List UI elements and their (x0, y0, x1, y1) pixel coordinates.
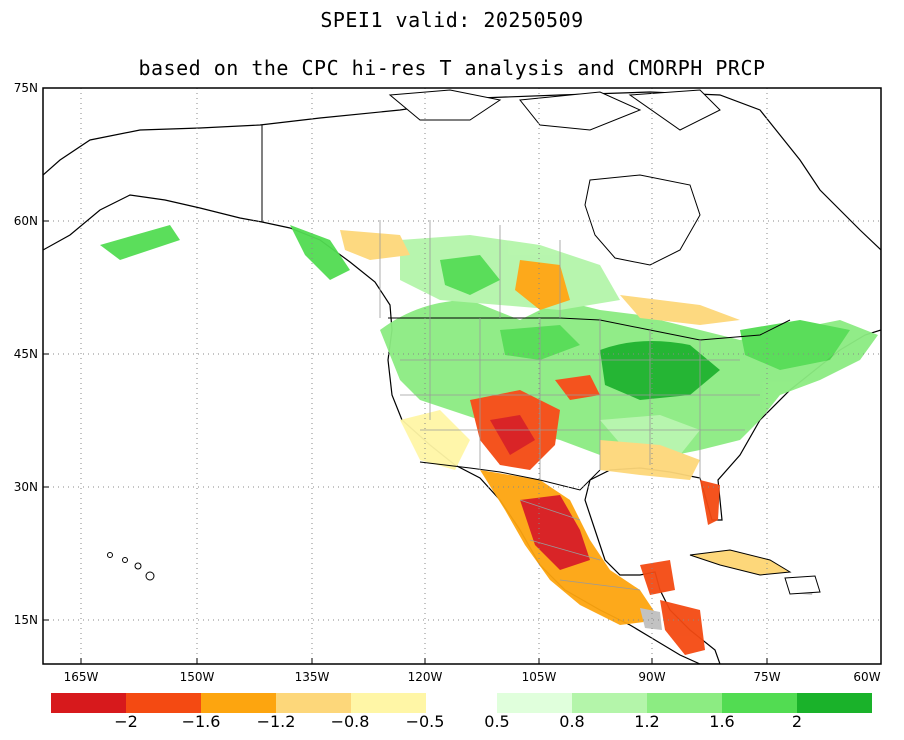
longitude-labels: 165W 150W 135W 120W 105W 90W 75W 60W (64, 670, 881, 684)
colorbar-swatch-dry (51, 693, 126, 713)
hawaii-islands (107, 552, 155, 581)
colorbar-swatch-dry (276, 693, 351, 713)
colorbar-swatch-dry (351, 693, 426, 713)
colorbar-label: 1.2 (634, 712, 660, 731)
lon-label: 165W (64, 670, 99, 684)
colorbar-swatch-wet (647, 693, 722, 713)
lon-label: 150W (180, 670, 215, 684)
colorbar-label: −0.8 (330, 712, 370, 731)
chart-subtitle: based on the CPC hi-res T analysis and C… (138, 56, 766, 80)
lat-label: 60N (14, 214, 38, 228)
colorbar-label: −1.2 (256, 712, 296, 731)
colorbar-swatch-wet (572, 693, 647, 713)
colorbar-swatch-dry (201, 693, 276, 713)
lon-label: 105W (522, 670, 557, 684)
latitude-labels: 75N 60N 45N 30N 15N (14, 81, 38, 627)
hudson-bay (584, 174, 701, 266)
lon-label: 75W (753, 670, 780, 684)
cuba (689, 549, 792, 576)
colorbar-swatch-wet (797, 693, 872, 713)
lat-label: 30N (14, 480, 38, 494)
lon-label: 120W (408, 670, 443, 684)
axis-ticks (43, 87, 882, 664)
lon-label: 90W (638, 670, 665, 684)
state-borders (379, 220, 760, 591)
colorbar-label: 0.5 (484, 712, 510, 731)
map-frame (42, 87, 882, 665)
lon-label: 135W (295, 670, 330, 684)
colorbar-label: −0.5 (405, 712, 445, 731)
lat-lon-grid (43, 88, 881, 664)
hispaniola (784, 575, 821, 595)
colorbar-label: 1.6 (709, 712, 735, 731)
colorbar-swatch-wet (497, 693, 572, 713)
lat-label: 45N (14, 347, 38, 361)
colorbar-swatch-dry (126, 693, 201, 713)
colorbar-label: 2 (791, 712, 803, 731)
colorbar-label: 0.8 (559, 712, 585, 731)
colorbar-label: −2 (114, 712, 138, 731)
spei-field (100, 225, 878, 655)
chart-title: SPEI1 valid: 20250509 (320, 8, 584, 32)
colorbar-label: −1.6 (181, 712, 221, 731)
lon-label: 60W (853, 670, 880, 684)
colorbar-swatch-wet (722, 693, 797, 713)
lat-label: 15N (14, 613, 38, 627)
lat-label: 75N (14, 81, 38, 95)
arctic-islands (388, 89, 721, 131)
